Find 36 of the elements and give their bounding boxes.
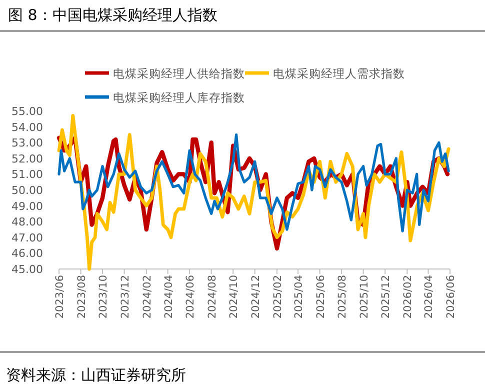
y-tick-label: 50.00 bbox=[12, 184, 43, 197]
y-tick-label: 55.00 bbox=[12, 105, 43, 118]
x-tick-label: 2024/10 bbox=[228, 275, 240, 319]
x-tick-label: 2024/04 bbox=[162, 274, 175, 319]
y-tick-label: 47.00 bbox=[12, 231, 43, 244]
x-tick-label: 2023/06 bbox=[54, 274, 66, 319]
text: 资料来源：山西证券研究所 bbox=[6, 366, 186, 384]
x-tick-label: 2026/06 bbox=[445, 274, 457, 319]
x-tick-label: 2025/04 bbox=[293, 274, 306, 319]
y-tick-label: 49.00 bbox=[12, 200, 43, 213]
legend-label: 电煤采购经理人需求指数 bbox=[273, 66, 405, 80]
x-tick-label: 2023/08 bbox=[76, 275, 88, 319]
y-tick-label: 45.00 bbox=[12, 263, 43, 276]
x-tick-label: 2023/10 bbox=[98, 275, 110, 319]
x-tick-label: 2025/06 bbox=[314, 274, 327, 319]
y-tick-label: 51.00 bbox=[12, 168, 43, 182]
x-tick-label: 2025/10 bbox=[358, 275, 370, 319]
x-tick-label: 2025/12 bbox=[380, 275, 392, 319]
x-tick-label: 2025/02 bbox=[272, 275, 284, 319]
y-tick-label: 53.00 bbox=[12, 136, 43, 150]
x-tick-label: 2023/12 bbox=[119, 275, 132, 319]
x-tick-label: 2026/04 bbox=[423, 274, 436, 319]
x-tick-label: 2024/08 bbox=[206, 275, 218, 319]
x-tick-label: 2026/02 bbox=[402, 275, 414, 319]
y-tick-label: 48.00 bbox=[12, 216, 43, 229]
x-tick-label: 2024/12 bbox=[250, 275, 262, 319]
y-tick-label: 52.00 bbox=[12, 152, 43, 166]
x-tick-label: 2024/02 bbox=[141, 275, 154, 319]
x-tick-label: 2024/06 bbox=[184, 274, 197, 319]
chart-title: 图 8：中国电煤采购经理人指数 bbox=[8, 6, 218, 24]
x-tick-label: 2025/08 bbox=[336, 275, 349, 319]
y-tick-label: 54.00 bbox=[12, 120, 43, 134]
y-tick-label: 46.00 bbox=[12, 247, 43, 260]
line-series bbox=[58, 133, 450, 232]
legend-label: 电煤采购经理人供给指数 bbox=[113, 66, 245, 80]
legend-label: 电煤采购经理人库存指数 bbox=[113, 90, 245, 104]
